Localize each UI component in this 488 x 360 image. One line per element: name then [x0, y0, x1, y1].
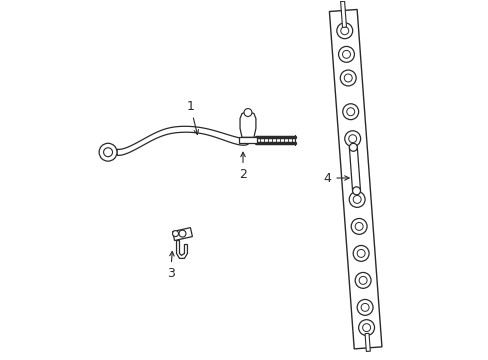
Circle shape	[350, 219, 366, 234]
Polygon shape	[176, 240, 187, 258]
Circle shape	[352, 187, 360, 195]
Circle shape	[346, 108, 354, 116]
Circle shape	[358, 320, 374, 336]
Circle shape	[356, 249, 365, 257]
Polygon shape	[340, 0, 346, 27]
Circle shape	[352, 195, 361, 203]
Text: 1: 1	[186, 99, 198, 134]
Circle shape	[338, 46, 354, 62]
Polygon shape	[172, 228, 192, 240]
Circle shape	[342, 104, 358, 120]
Polygon shape	[239, 137, 256, 143]
Circle shape	[354, 273, 370, 288]
Circle shape	[356, 300, 372, 315]
Circle shape	[358, 276, 366, 284]
Polygon shape	[329, 9, 381, 349]
Circle shape	[172, 231, 178, 237]
Circle shape	[354, 222, 363, 230]
Polygon shape	[365, 333, 369, 351]
Circle shape	[336, 23, 352, 39]
Circle shape	[244, 109, 251, 117]
Circle shape	[342, 50, 350, 58]
Polygon shape	[348, 147, 360, 191]
Circle shape	[103, 148, 112, 157]
Circle shape	[348, 192, 365, 207]
Circle shape	[352, 246, 368, 261]
Circle shape	[340, 27, 348, 35]
Text: 3: 3	[166, 252, 174, 280]
Circle shape	[179, 230, 185, 237]
Circle shape	[348, 135, 356, 143]
Circle shape	[362, 324, 370, 332]
Circle shape	[340, 70, 355, 86]
Circle shape	[348, 143, 357, 151]
Circle shape	[340, 0, 344, 1]
Text: 4: 4	[323, 171, 348, 185]
Circle shape	[361, 303, 368, 311]
Circle shape	[344, 131, 360, 147]
Polygon shape	[240, 112, 255, 137]
Polygon shape	[117, 126, 247, 155]
Circle shape	[344, 74, 351, 82]
Text: 2: 2	[239, 152, 246, 181]
Circle shape	[99, 143, 117, 161]
